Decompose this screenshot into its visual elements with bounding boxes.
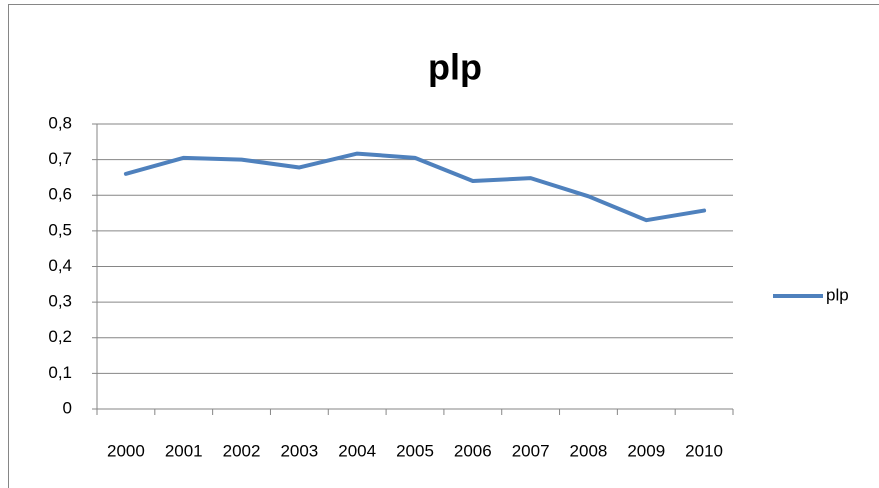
x-tick-label: 2001 bbox=[165, 441, 203, 460]
data-line bbox=[123, 151, 707, 223]
x-tick-label: 2009 bbox=[627, 441, 665, 460]
legend-label: plp bbox=[826, 285, 849, 304]
y-tick-label: 0,3 bbox=[48, 292, 72, 311]
y-tick-label: 0,8 bbox=[48, 113, 72, 132]
chart-frame bbox=[8, 4, 879, 488]
x-tick-label: 2010 bbox=[685, 441, 723, 460]
y-tick-label: 0,7 bbox=[48, 149, 72, 168]
x-tick-label: 2004 bbox=[338, 441, 376, 460]
y-tick-label: 0,2 bbox=[48, 327, 72, 346]
y-tick-label: 0 bbox=[63, 398, 72, 417]
x-tick-label: 2005 bbox=[396, 441, 434, 460]
y-tick-label: 0,5 bbox=[48, 220, 72, 239]
x-tick-label: 2007 bbox=[512, 441, 550, 460]
x-tick-label: 2000 bbox=[107, 441, 145, 460]
x-tick-label: 2008 bbox=[570, 441, 608, 460]
y-tick-label: 0,4 bbox=[48, 256, 72, 275]
x-tick-label: 2003 bbox=[280, 441, 318, 460]
x-tick-label: 2002 bbox=[223, 441, 261, 460]
x-tick-label: 2006 bbox=[454, 441, 492, 460]
y-tick-label: 0,1 bbox=[48, 363, 72, 382]
chart-title: plp bbox=[428, 47, 482, 88]
y-tick-label: 0,6 bbox=[48, 185, 72, 204]
